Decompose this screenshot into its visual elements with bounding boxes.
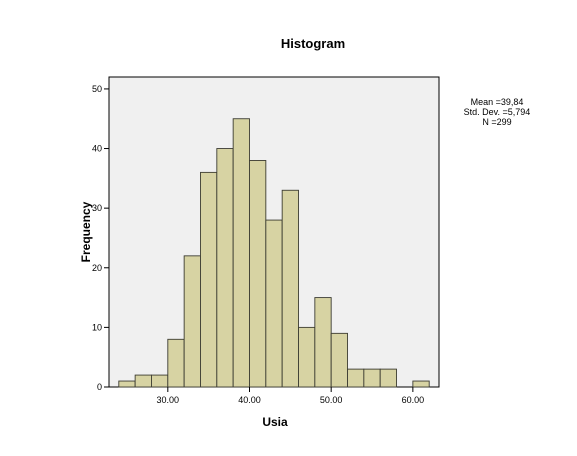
x-axis: 30.00 40.00 50.00 60.00 [157, 387, 425, 405]
histogram-bar [265, 219, 283, 388]
histogram-bar [298, 326, 316, 388]
mean-stat: Mean =39,84 [471, 97, 524, 107]
y-axis-label: Frequency [79, 201, 93, 262]
y-tick-label: 40 [92, 144, 102, 154]
statistics-box: Mean =39,84 Std. Dev. =5,794 N =299 [464, 97, 531, 127]
x-tick-label: 30.00 [157, 395, 180, 405]
histogram-bar [134, 374, 152, 388]
chart-title: Histogram [281, 36, 345, 51]
n-stat: N =299 [482, 117, 511, 127]
y-tick-label: 10 [92, 322, 102, 332]
histogram-bar [118, 380, 136, 388]
x-tick-label: 40.00 [238, 395, 261, 405]
histogram-bar [314, 297, 332, 388]
histogram-bar [363, 368, 381, 388]
histogram-bar [412, 380, 430, 388]
x-tick-label: 60.00 [402, 395, 425, 405]
histogram-bar [281, 189, 299, 388]
y-tick-label: 50 [92, 84, 102, 94]
y-tick-label: 20 [92, 263, 102, 273]
histogram-bars [118, 118, 430, 388]
histogram-bar [167, 338, 185, 388]
histogram-bar [183, 255, 201, 388]
histogram-bar [232, 118, 250, 388]
y-tick-label: 30 [92, 203, 102, 213]
histogram-bar [347, 368, 365, 388]
histogram-bar [216, 148, 234, 388]
histogram-bar [379, 368, 397, 388]
histogram-bar [200, 171, 218, 388]
y-tick-label: 0 [97, 382, 102, 392]
std-dev-stat: Std. Dev. =5,794 [464, 107, 531, 117]
x-tick-label: 50.00 [320, 395, 343, 405]
y-axis: 0 10 20 30 40 50 [92, 84, 109, 392]
histogram-bar [330, 332, 348, 388]
x-axis-label: Usia [262, 415, 288, 429]
histogram-bar [151, 374, 169, 388]
histogram-bar [249, 160, 267, 388]
